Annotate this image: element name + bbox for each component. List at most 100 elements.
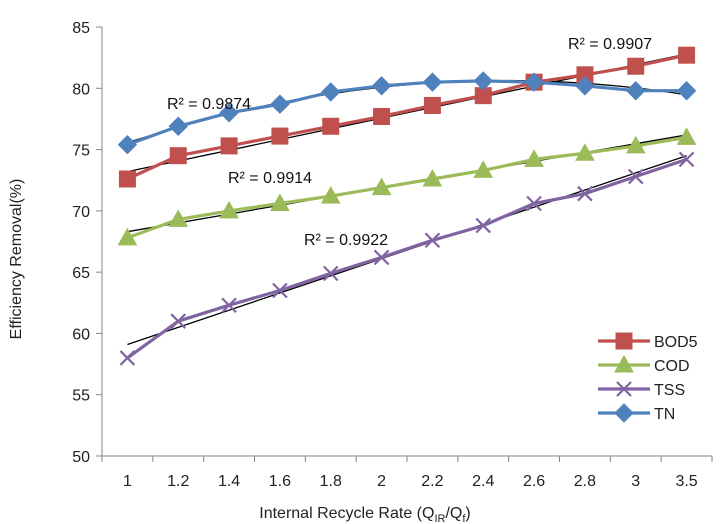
x-tick-label: 2.2 — [421, 473, 443, 490]
data-point-tn — [270, 94, 290, 114]
r-squared-label-tn: R² = 0.9874 — [167, 96, 251, 113]
x-axis-title-sub-ir: IR — [434, 513, 445, 524]
x-axis-title-mid: /Q — [445, 505, 462, 522]
series-tss — [119, 151, 695, 366]
data-point-tss — [221, 297, 237, 314]
data-point-cod — [422, 168, 443, 187]
data-point-tss — [678, 151, 695, 168]
data-point-cod — [473, 160, 494, 178]
data-point-tn — [422, 72, 443, 92]
legend-item-tn: TN — [598, 403, 675, 423]
data-point-tss — [577, 185, 593, 202]
legend-label-tss: TSS — [654, 382, 685, 399]
x-tick-label: 1.4 — [218, 473, 240, 490]
data-point-bod5 — [423, 96, 441, 114]
data-point-tss — [373, 249, 390, 266]
data-point-cod — [219, 200, 239, 219]
legend: BOD5 COD TSS TN — [598, 332, 698, 423]
data-point-cod — [371, 177, 392, 196]
data-point-bod5 — [118, 170, 136, 188]
data-point-tss — [526, 195, 542, 212]
data-point-bod5 — [373, 107, 391, 125]
x-tick-label: 2 — [377, 473, 386, 490]
x-tick-label: 1.6 — [269, 473, 291, 490]
series-line-tss — [126, 157, 688, 360]
y-tick-label: 80 — [72, 81, 90, 98]
data-point-tss — [272, 282, 288, 299]
data-point-cod — [676, 127, 697, 145]
data-point-bod5 — [627, 57, 645, 75]
legend-marker-bod5 — [615, 332, 633, 350]
x-tick-label: 1.8 — [320, 473, 342, 490]
y-tick-label: 50 — [72, 449, 90, 466]
data-point-tn — [626, 81, 646, 101]
data-point-cod — [524, 149, 544, 167]
data-point-tss — [119, 350, 136, 366]
data-point-tn — [575, 76, 595, 96]
series-bod5 — [118, 46, 696, 188]
axes-layer — [96, 26, 713, 462]
x-tick-label: 2.8 — [574, 473, 596, 490]
y-tick-label: 60 — [72, 326, 90, 343]
x-axis-title-end: ) — [465, 505, 470, 522]
data-point-tn — [117, 134, 138, 155]
legend-label-bod5: BOD5 — [654, 334, 698, 351]
data-point-cod — [117, 227, 138, 246]
data-point-tss — [475, 217, 492, 234]
x-axis-title-main: Internal Recycle Rate (Q — [259, 505, 434, 522]
r-squared-label-bod5: R² = 0.9907 — [568, 36, 652, 53]
legend-label-tn: TN — [654, 406, 675, 423]
x-tick-label: 2.4 — [472, 473, 494, 490]
data-point-cod — [320, 186, 341, 204]
x-tick-label: 1 — [123, 473, 132, 490]
legend-item-cod: COD — [598, 354, 690, 375]
r-squared-labels: R² = 0.9907 R² = 0.9914 R² = 0.9922 R² = 0.… — [167, 36, 652, 249]
y-axis-title: Efficiency Removal(%) — [8, 179, 25, 340]
data-point-tss — [170, 313, 187, 329]
x-tick-labels: 1 1.2 1.4 1.6 1.8 2 2.2 2.4 2.6 2.8 3 3.5 — [123, 473, 698, 490]
x-axis-title: Internal Recycle Rate (QIR/Qf) — [259, 505, 470, 524]
data-point-cod — [270, 193, 290, 212]
data-point-bod5 — [678, 46, 696, 64]
data-point-tss — [627, 168, 644, 185]
data-point-bod5 — [271, 127, 289, 145]
legend-marker-tn — [614, 403, 634, 423]
series-layer — [117, 46, 697, 366]
data-point-tss — [322, 265, 339, 282]
data-point-tn — [524, 72, 544, 92]
series-tn — [117, 71, 697, 155]
y-tick-label: 75 — [72, 143, 90, 160]
r-squared-label-tss: R² = 0.9922 — [304, 232, 388, 249]
y-tick-label: 65 — [72, 265, 90, 282]
data-point-bod5 — [169, 147, 187, 165]
x-axis-title-sub-f: f — [462, 513, 466, 524]
data-point-cod — [575, 143, 595, 161]
y-tick-label: 55 — [72, 388, 90, 405]
legend-item-bod5: BOD5 — [598, 332, 698, 351]
data-point-bod5 — [322, 117, 340, 135]
data-point-tn — [168, 116, 188, 136]
r-squared-label-cod: R² = 0.9914 — [228, 170, 312, 187]
series-cod — [117, 127, 697, 246]
y-tick-label: 85 — [72, 20, 90, 37]
legend-marker-tss — [616, 381, 632, 397]
data-point-tn — [321, 82, 341, 102]
data-point-tn — [371, 76, 392, 96]
data-point-tn — [676, 81, 697, 101]
y-tick-label: 70 — [72, 204, 90, 221]
data-point-cod — [168, 209, 189, 227]
legend-marker-cod — [614, 354, 634, 373]
x-tick-label: 3 — [631, 473, 640, 490]
x-tick-label: 1.2 — [167, 473, 189, 490]
legend-label-cod: COD — [654, 358, 690, 375]
data-point-tss — [424, 232, 441, 249]
data-point-tn — [473, 71, 493, 91]
legend-item-tss: TSS — [598, 381, 685, 399]
x-tick-label: 3.5 — [675, 473, 697, 490]
x-tick-label: 2.6 — [523, 473, 545, 490]
data-point-cod — [625, 135, 646, 154]
series-line-cod — [126, 135, 687, 240]
data-point-tn — [219, 103, 239, 123]
y-tick-labels: 50 55 60 65 70 75 80 85 — [72, 20, 90, 466]
